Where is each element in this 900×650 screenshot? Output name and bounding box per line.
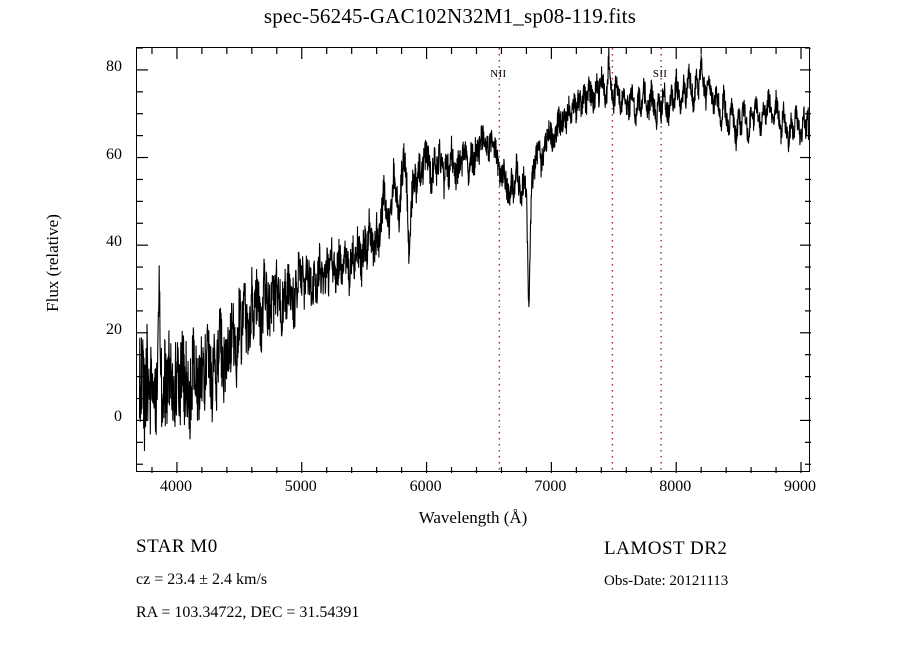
spectrum-canvas xyxy=(137,48,811,473)
y-axis-label: Flux (relative) xyxy=(43,214,62,312)
x-tick-label-5000: 5000 xyxy=(284,478,317,495)
x-tick-label-4000: 4000 xyxy=(159,478,192,495)
line-label-nii: NII xyxy=(490,68,507,80)
x-tick-label-6000: 6000 xyxy=(409,478,442,495)
survey-name-text: LAMOST DR2 xyxy=(604,538,728,559)
line-label-sii: SII xyxy=(652,68,668,80)
observation-date-text: Obs-Date: 20121113 xyxy=(604,573,729,589)
y-tick-label-0: 0 xyxy=(114,408,122,426)
y-tick-label-40: 40 xyxy=(106,233,122,251)
y-tick-label-60: 60 xyxy=(106,145,122,163)
redshift-velocity-text: cz = 23.4 ± 2.4 km/s xyxy=(136,571,268,588)
x-tick-label-7000: 7000 xyxy=(534,478,567,495)
x-tick-label-8000: 8000 xyxy=(659,478,692,495)
coordinates-text: RA = 103.34722, DEC = 31.54391 xyxy=(136,604,360,621)
x-axis-label: Wavelength (Å) xyxy=(418,508,528,527)
y-tick-label-80: 80 xyxy=(106,57,122,75)
plot-title: spec-56245-GAC102N32M1_sp08-119.fits xyxy=(263,4,637,28)
y-tick-label-20: 20 xyxy=(106,320,122,338)
object-class-text: STAR M0 xyxy=(136,536,218,557)
x-tick-label-9000: 9000 xyxy=(784,478,816,495)
plot-area xyxy=(136,47,811,473)
